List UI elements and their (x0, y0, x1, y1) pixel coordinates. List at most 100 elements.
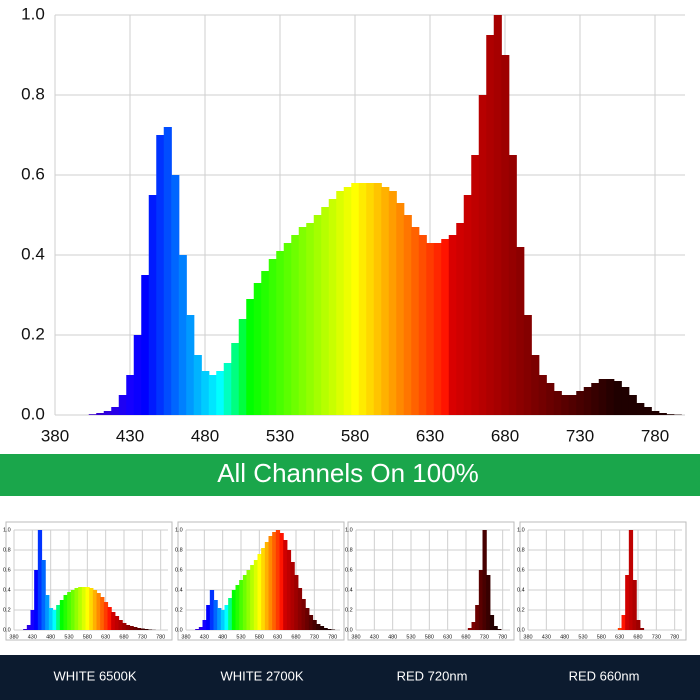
x-tick-label: 380 (523, 635, 532, 641)
spectrum-bar (489, 615, 495, 630)
spectrum-bar (89, 588, 94, 630)
spectrum-bar (628, 395, 637, 415)
y-tick-label: 0.8 (517, 547, 525, 553)
y-tick-label: 0.4 (175, 587, 183, 593)
x-tick-label: 580 (597, 635, 606, 641)
y-tick-label: 0.2 (3, 607, 11, 613)
caption: RED 720nm (397, 668, 468, 683)
spectrum-bar (250, 565, 255, 630)
spectrum-bar (63, 595, 68, 630)
spectrum-bar (253, 560, 259, 630)
x-tick-label: 480 (218, 635, 227, 641)
spectrum-bar (224, 605, 229, 630)
y-tick-label: 1.0 (345, 527, 353, 533)
spectrum-bar (643, 407, 652, 415)
x-tick-label: 730 (652, 635, 661, 641)
y-tick-label: 0.4 (345, 587, 353, 593)
spectrum-bar (598, 379, 607, 415)
spectrum-bar (261, 271, 270, 415)
spectrum-bar (433, 243, 442, 415)
spectrum-bar (666, 414, 675, 415)
y-tick-label: 0.0 (345, 627, 353, 633)
spectrum-bar (206, 605, 211, 630)
spectrum-bar (111, 407, 120, 415)
spectrum-bar (133, 335, 142, 415)
spectrum-bar (351, 183, 360, 415)
spectrum-bar (313, 215, 322, 415)
spectrum-bar (301, 599, 306, 630)
spectrum-bar (508, 155, 517, 415)
spectrum-bar (114, 616, 120, 630)
spectrum-bar (321, 207, 330, 415)
spectrum-bar (651, 411, 660, 415)
spectrum-bar (78, 587, 83, 630)
y-tick-label: 0.4 (3, 587, 11, 593)
spectrum-bar (34, 570, 39, 630)
spectrum-bar (88, 414, 97, 415)
spectrum-bar (268, 259, 277, 415)
spectrum-bar (328, 199, 337, 415)
spectrum-bar (107, 607, 112, 630)
spectrum-bar (96, 413, 105, 415)
spectrum-bar (381, 187, 390, 415)
spectrum-bar (264, 542, 270, 630)
y-tick-label: 0.8 (3, 547, 11, 553)
spectrum-bar (553, 391, 562, 415)
y-tick-label: 0.6 (517, 567, 525, 573)
y-tick-label: 1.0 (21, 4, 45, 23)
spectrum-bar (217, 608, 222, 630)
spectrum-bar (617, 628, 623, 630)
spectrum-bar (156, 135, 165, 415)
y-tick-label: 0.6 (21, 164, 45, 183)
spectrum-bar (283, 243, 292, 415)
spectrum-bar (388, 191, 397, 415)
spectrum-bar (178, 255, 187, 415)
spectrum-bar (591, 383, 600, 415)
spectrum-bar (268, 536, 273, 630)
y-tick-label: 0.2 (345, 607, 353, 613)
x-tick-label: 380 (351, 635, 360, 641)
spectrum-bar (283, 540, 288, 630)
spectrum-bar (463, 195, 472, 415)
spectrum-bar (85, 587, 90, 630)
spectrum-bar (493, 15, 502, 415)
spectrum-bar (411, 227, 420, 415)
spectrum-bar (238, 319, 247, 415)
y-tick-label: 0.0 (517, 627, 525, 633)
x-tick-label: 430 (542, 635, 551, 641)
spectrum-bar (223, 363, 232, 415)
y-tick-label: 0.8 (175, 547, 183, 553)
x-tick-label: 780 (641, 427, 669, 446)
spectrum-bar (486, 575, 491, 630)
spectrum-bar (632, 580, 637, 630)
x-tick-label: 780 (498, 635, 507, 641)
y-tick-label: 0.6 (345, 567, 353, 573)
spectrum-bar (239, 580, 244, 630)
spectrum-bar (37, 530, 43, 630)
spectrum-bar (48, 608, 54, 630)
spectrum-bar (298, 227, 307, 415)
x-tick-label: 430 (370, 635, 379, 641)
x-tick-label: 680 (491, 427, 519, 446)
x-tick-label: 630 (615, 635, 624, 641)
spectrum-bar (193, 355, 202, 415)
x-tick-label: 630 (101, 635, 110, 641)
spectrum-bar (257, 554, 262, 630)
spectrum-bar (330, 629, 336, 630)
spectrum-bar (125, 625, 131, 630)
spectrum-bar (275, 530, 281, 630)
caption: RED 660nm (569, 668, 640, 683)
spectrum-bar (81, 587, 87, 630)
spectrum-bar (471, 622, 476, 630)
spectrum-bar (308, 615, 314, 630)
spectrum-bar (195, 629, 200, 630)
x-tick-label: 530 (578, 635, 587, 641)
spectrum-bar (208, 375, 217, 415)
spectrum-bar (467, 628, 473, 630)
spectrum-bar (448, 235, 457, 415)
caption: WHITE 6500K (53, 668, 136, 683)
spectrum-bar (323, 628, 328, 630)
spectrum-bar (209, 590, 215, 630)
spectrum-bar (144, 629, 149, 630)
spectrum-bar (133, 627, 138, 630)
